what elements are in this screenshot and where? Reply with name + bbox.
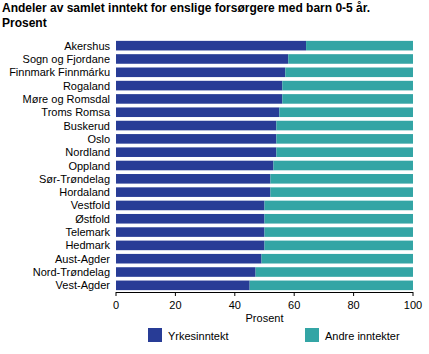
bar [116,67,285,77]
title: Andeler av samlet inntekt for enslige fo… [2,1,370,15]
bars [116,41,413,290]
bar [116,54,288,64]
category-label: Nordland [65,146,110,158]
category-label: Nord-Trøndelag [33,266,110,278]
category-label: Troms Romsa [41,106,111,118]
bar [273,161,413,171]
subtitle: Prosent [2,16,47,30]
category-label: Sogn og Fjordane [23,53,110,65]
bar [116,134,276,144]
bar [276,147,413,157]
bar [256,267,413,277]
tick [234,292,235,296]
tick-label: 40 [229,299,241,311]
category-label: Hedmark [65,239,110,251]
bar [282,94,413,104]
bar [276,134,413,144]
category-label: Møre og Romsdal [23,93,110,105]
tick [353,292,354,296]
tick-label: 100 [404,299,422,311]
category-label: Oslo [87,133,110,145]
bar [276,121,413,131]
tick-label: 20 [169,299,181,311]
tick [116,292,117,296]
bar [265,201,414,211]
legend-swatch [148,328,162,342]
bar [250,281,413,291]
bar [116,94,282,104]
category-label: Hordaland [59,186,110,198]
bar [306,41,413,51]
bar [270,174,413,184]
tick-label: 60 [288,299,300,311]
bar [116,267,256,277]
category-label: Vestfold [71,199,110,211]
tick [175,292,176,296]
category-label: Østfold [75,213,110,225]
legend-label: Andre inntekter [325,330,400,342]
category-label: Oppland [68,160,110,172]
tick [294,292,295,296]
bar [116,81,282,91]
x-axis-label: Prosent [246,312,284,324]
category-label: Rogaland [63,80,110,92]
tick-label: 0 [113,299,119,311]
bar [265,214,414,224]
bar [116,214,265,224]
tick-label: 80 [347,299,359,311]
legend-swatch [305,328,319,342]
category-label: Aust-Agder [55,253,110,265]
tick [413,292,414,296]
bar [116,201,265,211]
category-label: Sør-Trøndelag [39,173,110,185]
bar [262,254,413,264]
bar [116,281,250,291]
bar [265,241,414,251]
category-label: Telemark [65,226,110,238]
bar [116,121,276,131]
chart: Andeler av samlet inntekt for enslige fo… [0,0,429,354]
bar [116,227,265,237]
bar [116,41,306,51]
bar [270,187,413,197]
x-axis [116,292,413,293]
bar [116,161,273,171]
bar [116,241,265,251]
bar [265,227,414,237]
bar [116,187,270,197]
category-label: Akershus [64,40,110,52]
bar [285,67,413,77]
bar [288,54,413,64]
bar [116,174,270,184]
category-label: Finnmark Finnmárku [9,66,110,78]
category-label: Buskerud [64,120,110,132]
bar [282,81,413,91]
bar [116,107,279,117]
category-label: Vest-Agder [56,279,111,291]
bar [116,254,262,264]
bar [279,107,413,117]
legend-label: Yrkesinntekt [168,330,229,342]
bar [116,147,276,157]
